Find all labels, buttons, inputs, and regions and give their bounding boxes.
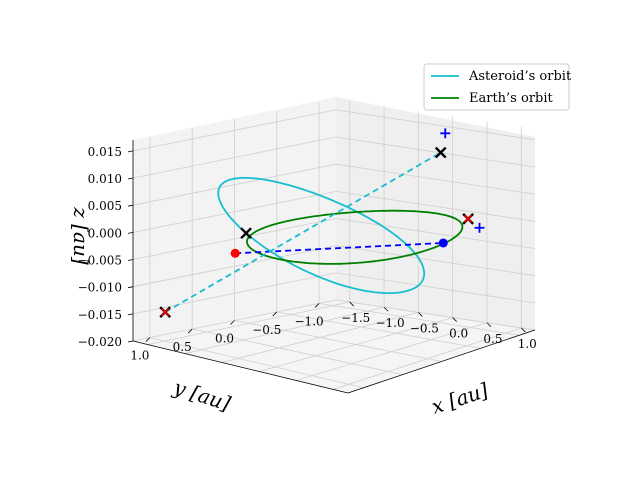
- markers-layer: [159, 128, 485, 318]
- grid-y-floor-4: [319, 303, 520, 336]
- z-tick-mark-5: [127, 286, 134, 289]
- z-tick-mark-3: [127, 231, 134, 234]
- z-tick-label-2: 0.005: [88, 199, 122, 213]
- pane-floor: [133, 300, 535, 393]
- series-layer: [164, 151, 464, 313]
- grid-y-floor-3: [276, 311, 481, 349]
- grid-y-floor-0: [149, 337, 364, 389]
- axes-panes: [133, 97, 535, 393]
- plus-upper: [440, 128, 451, 139]
- x-tick-label-2: −0.5: [410, 321, 439, 335]
- y-tick-label-2: 0.0: [215, 332, 234, 346]
- legend-label-earth: Earth’s orbit: [469, 91, 554, 106]
- x-axis-label: x [au]: [429, 378, 492, 419]
- x-tick-label-5: 1.0: [518, 337, 537, 351]
- x-tick-label-0: −1.5: [341, 311, 370, 325]
- y-tick-mark-1: [187, 328, 193, 334]
- asteroid-position: [230, 248, 240, 258]
- x-tick-label-3: 0.0: [449, 327, 468, 341]
- legend-label-asteroid: Asteroid’s orbit: [468, 69, 572, 84]
- earth-position: [438, 238, 448, 248]
- x-tick-mark-3: [452, 317, 457, 322]
- cyan-dashed-link: [164, 151, 442, 313]
- y-tick-label-3: −0.5: [252, 323, 281, 337]
- z-tick-label-3: 0.000: [88, 226, 122, 240]
- y-tick-label-1: 0.5: [173, 340, 192, 354]
- z-tick-label-0: 0.015: [88, 145, 122, 159]
- x-tick-mark-5: [520, 327, 526, 333]
- z-tick-label-7: −0.020: [78, 335, 122, 349]
- z-tick-mark-6: [127, 313, 134, 316]
- legend: Asteroid’s orbit Earth’s orbit: [423, 63, 572, 111]
- grid-z-right-3: [335, 190, 536, 222]
- x-tick-mark-2: [418, 312, 423, 317]
- cross-top-right: [434, 146, 447, 159]
- y-tick-mark-4: [314, 303, 320, 308]
- orbit-earth: [246, 209, 464, 265]
- x-tick-label-1: −1.0: [375, 316, 404, 330]
- grid-z-right-1: [335, 136, 536, 168]
- grid-y-floor-2: [234, 320, 442, 362]
- axis-lines: [132, 140, 536, 394]
- grid-z-right-7: [335, 299, 536, 331]
- z-tick-mark-4: [127, 259, 134, 261]
- x-tick-mark-1: [383, 306, 389, 312]
- x-tick-label-4: 0.5: [483, 332, 502, 346]
- orbit-asteroid: [217, 176, 426, 295]
- z-axis-label: z [au]: [69, 206, 93, 265]
- grid-y-floor-1: [192, 328, 403, 376]
- grid-z-right-5: [335, 245, 536, 277]
- grid-z-right-2: [335, 163, 536, 195]
- y-tick-label-0: 1.0: [130, 349, 149, 363]
- y-tick-mark-3: [272, 311, 278, 317]
- y-tick-mark-2: [230, 320, 235, 325]
- y-axis-line: [132, 340, 349, 394]
- ticks: 0.015 0.010 0.005 0.000 −0.005 −0.010 −0.015 −0…: [78, 145, 537, 363]
- y-tick-label-4: −1.0: [295, 314, 324, 328]
- red-x-right: [464, 214, 473, 223]
- x-axis-line: [347, 329, 536, 394]
- y-axis-label: y [au]: [170, 375, 234, 416]
- z-tick-mark-1: [127, 177, 134, 180]
- z-tick-mark-2: [127, 204, 134, 207]
- z-tick-label-6: −0.015: [78, 308, 122, 322]
- z-tick-mark-0: [127, 150, 134, 153]
- z-tick-label-1: 0.010: [88, 172, 122, 186]
- z-tick-label-4: −0.005: [78, 254, 122, 268]
- gridlines: [132, 101, 536, 390]
- z-tick-label-5: −0.010: [78, 281, 122, 295]
- x-tick-mark-4: [486, 322, 492, 328]
- red-x-left: [161, 308, 170, 317]
- y-tick-mark-0: [145, 337, 151, 342]
- plus-lower: [474, 222, 485, 233]
- cross-near-origin: [240, 227, 252, 240]
- x-tick-mark-0: [349, 301, 355, 307]
- grid-z-right-4: [335, 218, 536, 249]
- legend-box: [423, 63, 570, 111]
- z-tick-mark-7: [127, 340, 134, 343]
- grid-z-right-0: [335, 109, 536, 141]
- grid-z-right-6: [335, 272, 536, 304]
